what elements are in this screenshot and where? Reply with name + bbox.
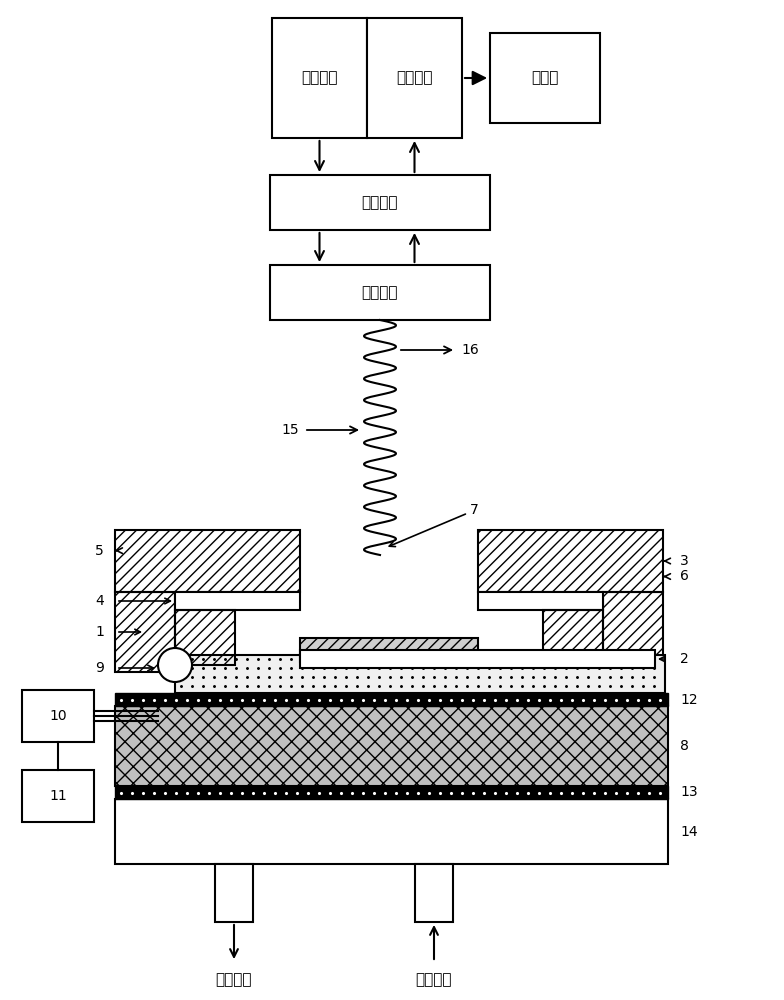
Bar (490, 33, 600, 123)
Bar (175, 610, 235, 665)
Bar (115, 530, 300, 592)
Text: 5: 5 (95, 544, 104, 558)
Text: 11: 11 (49, 789, 67, 803)
Bar (115, 592, 175, 672)
Text: 14: 14 (680, 824, 698, 838)
Text: 共焦光路: 共焦光路 (361, 195, 398, 210)
Text: 6: 6 (680, 570, 689, 584)
Bar (175, 592, 300, 610)
Text: 导热介质: 导热介质 (416, 972, 452, 988)
Text: 导热介质: 导热介质 (216, 972, 252, 988)
Text: 7: 7 (470, 503, 479, 517)
Bar (300, 650, 655, 668)
Text: 12: 12 (680, 692, 698, 706)
Text: 1: 1 (95, 625, 104, 639)
Text: 检测器: 检测器 (532, 70, 559, 86)
Text: 10: 10 (49, 709, 67, 723)
Bar (115, 799, 668, 864)
Bar (175, 655, 665, 693)
Bar (272, 18, 367, 138)
Circle shape (158, 648, 192, 682)
Text: 分光系统: 分光系统 (396, 70, 433, 86)
Text: 13: 13 (680, 786, 698, 800)
Text: 激发光源: 激发光源 (301, 70, 338, 86)
Text: 8: 8 (680, 739, 689, 753)
Bar (478, 592, 603, 610)
Bar (367, 18, 462, 138)
Bar (115, 786, 668, 799)
Bar (22, 690, 94, 742)
Bar (300, 638, 478, 662)
Text: 2: 2 (680, 652, 689, 666)
Text: 拉曼物镜: 拉曼物镜 (361, 285, 398, 300)
Text: 15: 15 (281, 423, 299, 437)
Bar (478, 530, 663, 592)
Text: 4: 4 (95, 594, 104, 608)
Text: 3: 3 (680, 554, 689, 568)
Bar (215, 864, 253, 922)
Text: 9: 9 (95, 661, 104, 675)
Bar (22, 770, 94, 822)
Bar (415, 864, 453, 922)
Text: 16: 16 (461, 343, 479, 357)
Bar (115, 706, 668, 786)
Bar (543, 610, 603, 665)
Bar (270, 265, 490, 320)
Bar (270, 175, 490, 230)
Bar (115, 693, 668, 706)
Bar (603, 592, 663, 672)
